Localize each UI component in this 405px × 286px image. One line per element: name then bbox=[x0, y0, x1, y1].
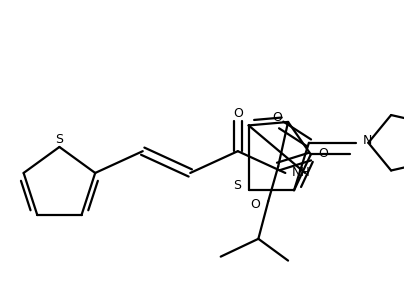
Text: NH: NH bbox=[290, 166, 309, 179]
Text: S: S bbox=[55, 132, 63, 146]
Text: O: O bbox=[272, 110, 281, 124]
Text: N: N bbox=[362, 134, 371, 147]
Text: S: S bbox=[232, 179, 240, 192]
Text: O: O bbox=[317, 147, 327, 160]
Text: O: O bbox=[232, 107, 242, 120]
Text: O: O bbox=[250, 198, 260, 211]
